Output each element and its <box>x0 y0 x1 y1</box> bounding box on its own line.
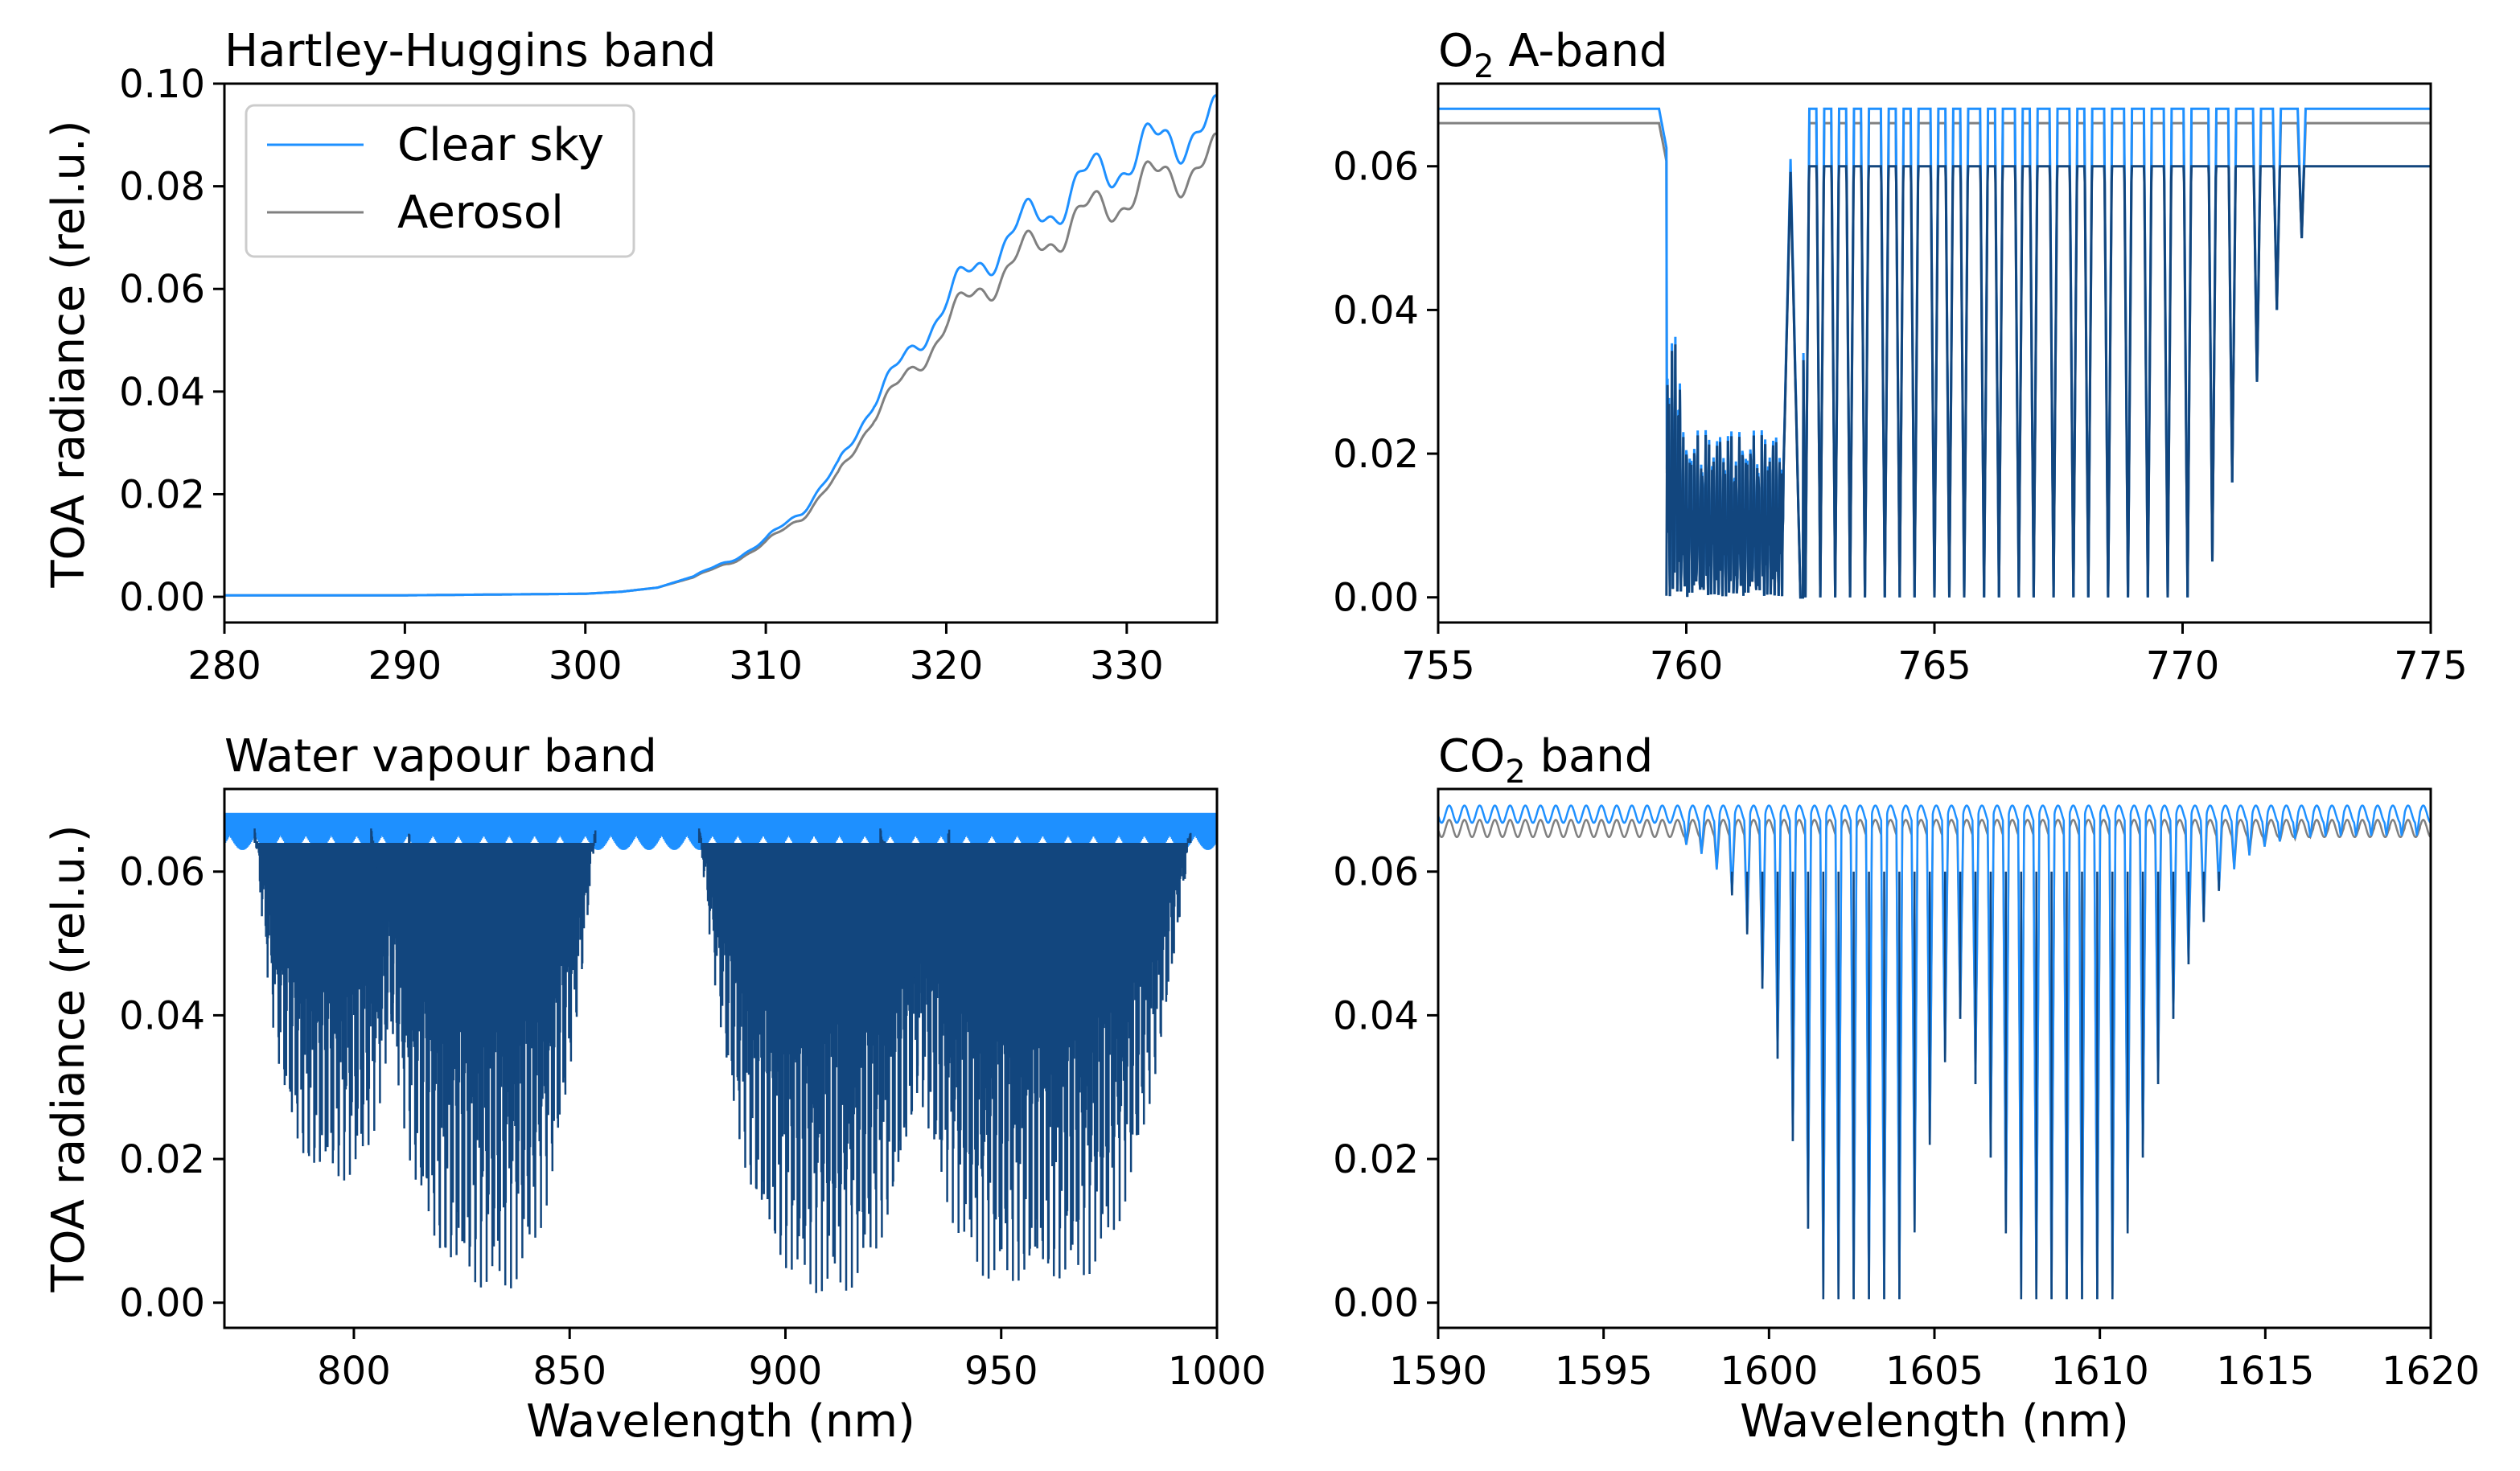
co2-xtick-label: 1590 <box>1389 1349 1487 1394</box>
axes-frame-hartley <box>223 82 1219 624</box>
hartley-xtick-label: 300 <box>549 643 623 688</box>
water-xtick-label: 1000 <box>1168 1349 1266 1394</box>
ticks-water: 800 850 900 950 1000 0.00 0.02 0.04 0.06 <box>119 850 1266 1394</box>
co2-xtick-label: 1605 <box>1885 1349 1984 1394</box>
legend-label-aerosol: Aerosol <box>397 187 564 239</box>
co2-xtick-label: 1600 <box>1720 1349 1818 1394</box>
hartley-ytick-label: 0.02 <box>119 472 205 517</box>
water-ytick-label: 0.06 <box>119 850 205 895</box>
o2a-ytick-label: 0.02 <box>1333 432 1419 477</box>
co2-ytick-label: 0.06 <box>1333 850 1419 895</box>
ylabel-bottom: TOA radiance (rel.u.) <box>43 824 95 1292</box>
ticks-hartley: 280 290 300 310 320 330 0.00 0.02 0.04 0.06 0.08 0.… <box>119 62 1164 688</box>
hartley-xtick-label: 330 <box>1090 643 1164 688</box>
hartley-xtick-label: 280 <box>187 643 261 688</box>
series-line-clear-sky <box>224 94 1217 597</box>
o2a-xtick-label: 755 <box>1401 643 1475 688</box>
continuum-jitter <box>224 814 1217 850</box>
co2-xtick-label: 1615 <box>2216 1349 2314 1394</box>
co2-ytick-label: 0.00 <box>1333 1281 1419 1326</box>
absorption-region <box>879 828 1192 1281</box>
xlabel-left: Wavelength (nm) <box>526 1395 915 1448</box>
o2a-ytick-label: 0.06 <box>1333 145 1419 190</box>
marks-o2a <box>1438 107 2431 599</box>
hartley-xtick-label: 310 <box>729 643 803 688</box>
ticks-co2: 1590 1595 1600 1605 1610 1615 1620 0.00 0.02 0.04… <box>1333 850 2480 1394</box>
co2-xtick-label: 1595 <box>1555 1349 1653 1394</box>
water-xtick-label: 800 <box>317 1349 391 1394</box>
panel-title-hartley: Hartley-Huggins band <box>224 25 716 77</box>
water-xtick-label: 950 <box>964 1349 1038 1394</box>
series-line-clear-sky <box>1438 804 2431 1300</box>
axes-frame-o2a <box>1437 82 2432 624</box>
panel-co2: CO2 band 1590 1595 1600 1605 1610 1615 1620 0.0… <box>1333 730 2480 1448</box>
series-overlap <box>1665 165 2431 599</box>
legend-box <box>245 104 635 258</box>
hartley-xtick-label: 320 <box>910 643 984 688</box>
o2a-xtick-label: 770 <box>2146 643 2220 688</box>
o2a-ytick-label: 0.00 <box>1333 576 1419 621</box>
hartley-ytick-label: 0.08 <box>119 165 205 210</box>
axes-frame-water <box>223 787 1219 1329</box>
panel-hartley: Hartley-Huggins band 280 290 300 310 320 330 0… <box>43 25 1219 688</box>
marks-water <box>224 812 1217 1293</box>
water-xtick-label: 900 <box>749 1349 823 1394</box>
absorption-region <box>370 828 597 1288</box>
hartley-ytick-label: 0.00 <box>119 575 205 620</box>
axes-frame-co2 <box>1437 787 2432 1329</box>
panel-o2a: O2 A-band 755 760 765 770 775 0.00 0.02 0.04 0.0… <box>1333 25 2468 688</box>
water-xtick-label: 850 <box>532 1349 606 1394</box>
xlabel-right: Wavelength (nm) <box>1740 1395 2129 1448</box>
o2a-xtick-label: 760 <box>1650 643 1724 688</box>
hartley-ytick-label: 0.10 <box>119 62 205 107</box>
legend: Clear sky Aerosol <box>245 104 635 258</box>
panel-title-o2a: O2 A-band <box>1438 25 1668 85</box>
hartley-ytick-label: 0.04 <box>119 370 205 415</box>
o2a-xtick-label: 775 <box>2394 643 2468 688</box>
panel-water: Water vapour band 800 850 900 950 1000 0.00 0.… <box>43 730 1266 1448</box>
marks-co2 <box>1438 804 2431 1300</box>
co2-ytick-label: 0.02 <box>1333 1137 1419 1182</box>
panel-title-co2: CO2 band <box>1438 730 1653 791</box>
hartley-ytick-label: 0.06 <box>119 267 205 312</box>
legend-label-clear-sky: Clear sky <box>397 119 604 171</box>
marks-hartley <box>224 94 1217 597</box>
co2-xtick-label: 1620 <box>2382 1349 2480 1394</box>
o2a-xtick-label: 765 <box>1897 643 1971 688</box>
co2-ytick-label: 0.04 <box>1333 993 1419 1038</box>
ylabel-top: TOA radiance (rel.u.) <box>43 120 95 588</box>
series-line-aerosol <box>1438 819 2431 1300</box>
water-ytick-label: 0.04 <box>119 993 205 1038</box>
co2-xtick-label: 1610 <box>2051 1349 2149 1394</box>
ticks-o2a: 755 760 765 770 775 0.00 0.02 0.04 0.06 <box>1333 145 2468 688</box>
panel-title-water: Water vapour band <box>224 730 657 783</box>
absorption-lines <box>1731 871 2220 1300</box>
water-ytick-label: 0.02 <box>119 1137 205 1182</box>
hartley-xtick-label: 290 <box>368 643 442 688</box>
water-ytick-label: 0.00 <box>119 1281 205 1326</box>
o2a-ytick-label: 0.04 <box>1333 288 1419 333</box>
